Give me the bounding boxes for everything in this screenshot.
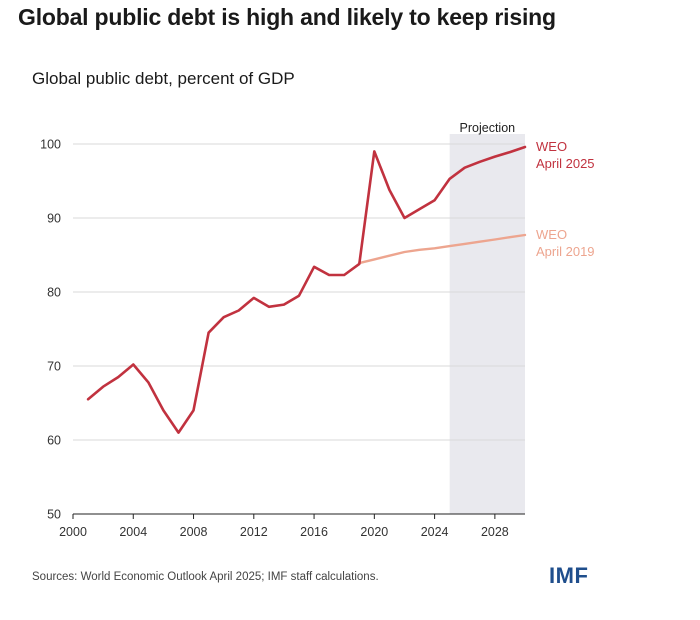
x-tick-label: 2000 bbox=[59, 525, 87, 539]
y-tick-label: 90 bbox=[47, 212, 61, 226]
source-note: Sources: World Economic Outlook April 20… bbox=[32, 571, 379, 583]
y-tick-label: 80 bbox=[47, 286, 61, 300]
x-tick-label: 2004 bbox=[119, 525, 147, 539]
series-line-weo-april-2019 bbox=[358, 233, 527, 265]
projection-label: Projection bbox=[460, 121, 516, 135]
x-tick-label: 2016 bbox=[300, 525, 328, 539]
series-line-weo-april-2025 bbox=[86, 145, 527, 434]
chart-subtitle: Global public debt, percent of GDP bbox=[32, 69, 295, 88]
series-label-weo-april-2019: WEO April 2019 bbox=[536, 227, 595, 259]
x-tick-label: 2028 bbox=[481, 525, 509, 539]
imf-logo: IMF bbox=[549, 563, 589, 588]
chart-title: Global public debt is high and likely to… bbox=[18, 4, 556, 30]
x-tick-label: 2012 bbox=[240, 525, 268, 539]
x-tick-label: 2020 bbox=[360, 525, 388, 539]
y-tick-label: 100 bbox=[40, 138, 61, 152]
x-tick-label: 2024 bbox=[421, 525, 449, 539]
series-label-weo-april-2025: WEO April 2025 bbox=[536, 139, 595, 171]
x-tick-label: 2008 bbox=[180, 525, 208, 539]
debt-chart: Projection 50 60 70 80 90 100 2000 2004 2008 2012… bbox=[40, 121, 595, 539]
projection-band bbox=[449, 134, 525, 514]
y-tick-label: 50 bbox=[47, 508, 61, 522]
y-tick-label: 70 bbox=[47, 360, 61, 374]
y-tick-label: 60 bbox=[47, 434, 61, 448]
